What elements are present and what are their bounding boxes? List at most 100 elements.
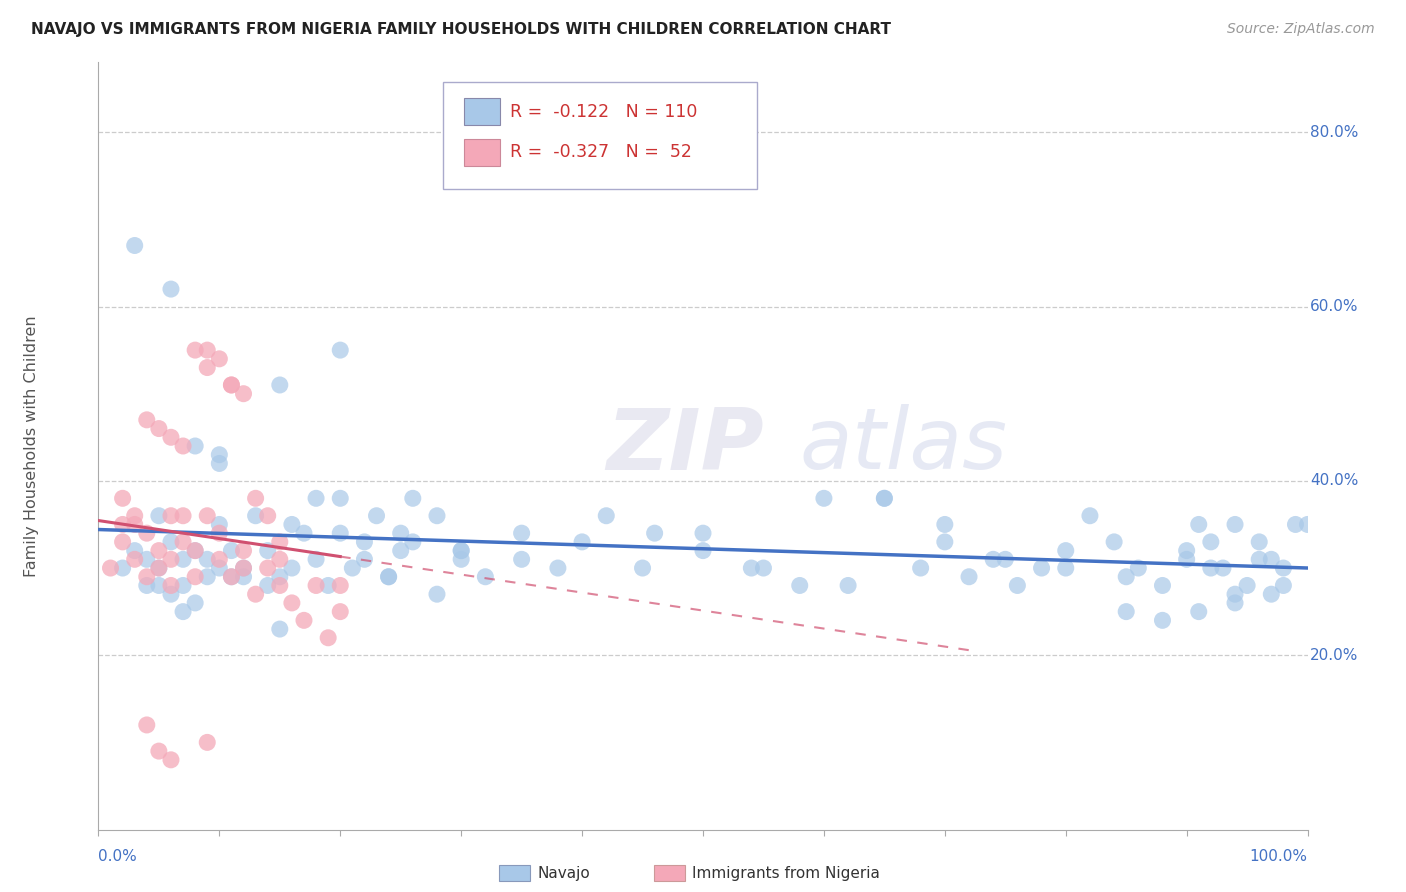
Point <box>631 561 654 575</box>
Point <box>172 552 194 566</box>
Point <box>160 552 183 566</box>
Point <box>957 570 980 584</box>
Point <box>1272 578 1295 592</box>
Point <box>269 534 291 549</box>
Text: ZIP: ZIP <box>606 404 763 488</box>
Point <box>269 552 291 566</box>
Point <box>692 526 714 541</box>
Point <box>366 508 388 523</box>
Point <box>1175 543 1198 558</box>
Point <box>245 491 267 506</box>
Point <box>111 491 134 506</box>
Point <box>1054 561 1077 575</box>
Point <box>135 578 157 592</box>
Text: R =  -0.122   N = 110: R = -0.122 N = 110 <box>509 103 697 120</box>
Text: Family Households with Children: Family Households with Children <box>24 315 39 577</box>
Point <box>221 378 243 392</box>
Point <box>184 543 207 558</box>
Point <box>1260 587 1282 601</box>
Point <box>256 543 278 558</box>
Point <box>426 587 449 601</box>
Point <box>269 378 291 392</box>
Text: 60.0%: 60.0% <box>1310 299 1358 314</box>
Point <box>1223 587 1246 601</box>
Point <box>135 413 157 427</box>
Point <box>184 596 207 610</box>
Point <box>1102 534 1125 549</box>
Point <box>789 578 811 592</box>
Point <box>184 343 207 357</box>
Text: Source: ZipAtlas.com: Source: ZipAtlas.com <box>1227 22 1375 37</box>
Point <box>281 596 304 610</box>
Point <box>571 534 593 549</box>
Point <box>1199 561 1222 575</box>
Point <box>160 587 183 601</box>
Point <box>111 561 134 575</box>
Point <box>1031 561 1053 575</box>
Point <box>474 570 496 584</box>
Point <box>402 491 425 506</box>
Point <box>208 552 231 566</box>
Point <box>208 526 231 541</box>
Point <box>329 578 352 592</box>
Point <box>124 238 146 252</box>
Point <box>1199 534 1222 549</box>
Point <box>752 561 775 575</box>
Point <box>124 508 146 523</box>
Point <box>135 526 157 541</box>
Text: 40.0%: 40.0% <box>1310 474 1358 488</box>
Point <box>1284 517 1306 532</box>
Bar <box>464 139 501 166</box>
Point <box>111 534 134 549</box>
Point <box>232 543 254 558</box>
Point <box>195 570 218 584</box>
Point <box>148 561 170 575</box>
Point <box>160 578 183 592</box>
Point <box>1128 561 1150 575</box>
FancyBboxPatch shape <box>443 81 758 189</box>
Point <box>1223 517 1246 532</box>
Point <box>256 508 278 523</box>
Point <box>148 543 170 558</box>
Point <box>281 517 304 532</box>
Point <box>305 578 328 592</box>
Point <box>1272 561 1295 575</box>
Point <box>1249 534 1271 549</box>
Point <box>245 587 267 601</box>
Point <box>1249 552 1271 566</box>
Point <box>195 343 218 357</box>
Point <box>305 491 328 506</box>
Point <box>172 534 194 549</box>
Point <box>329 491 352 506</box>
Point <box>148 744 170 758</box>
Point <box>160 430 183 444</box>
Point <box>184 439 207 453</box>
Text: 0.0%: 0.0% <box>98 849 138 863</box>
Point <box>1188 517 1211 532</box>
Point <box>221 570 243 584</box>
Point <box>547 561 569 575</box>
Point <box>934 517 956 532</box>
Point <box>1078 508 1101 523</box>
Point <box>195 735 218 749</box>
Point <box>426 508 449 523</box>
Point <box>269 570 291 584</box>
Point <box>510 526 533 541</box>
Point <box>232 561 254 575</box>
Point <box>160 753 183 767</box>
Text: 100.0%: 100.0% <box>1250 849 1308 863</box>
Point <box>148 508 170 523</box>
Point <box>292 613 315 627</box>
Point <box>160 282 183 296</box>
Point <box>740 561 762 575</box>
Point <box>172 439 194 453</box>
Point <box>1236 578 1258 592</box>
Point <box>208 351 231 366</box>
Point <box>269 578 291 592</box>
Point <box>1260 552 1282 566</box>
Point <box>232 386 254 401</box>
Point <box>160 534 183 549</box>
Point <box>208 448 231 462</box>
Point <box>981 552 1004 566</box>
Point <box>135 570 157 584</box>
